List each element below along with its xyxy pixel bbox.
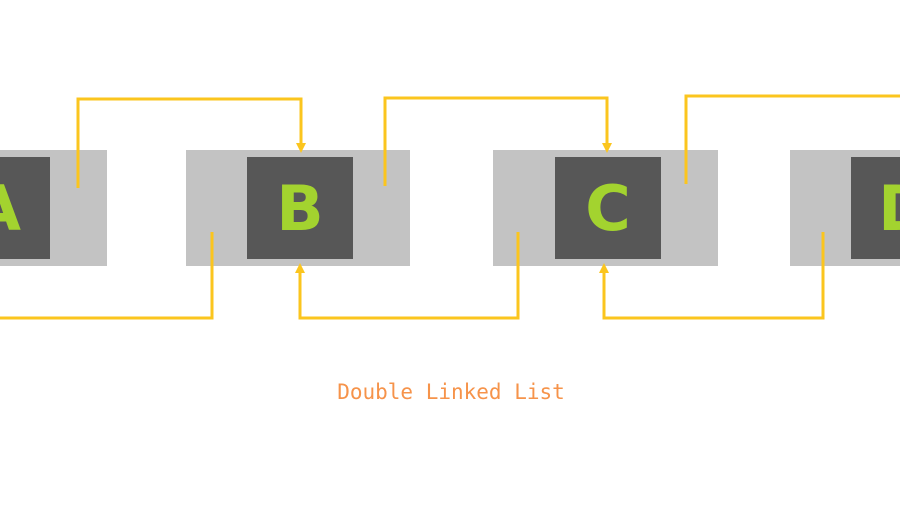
node-b: B [186,150,410,266]
node-b-value-box [247,157,353,259]
node-d-label: D [878,172,900,245]
node-a: A [0,150,107,266]
node-d: D [790,150,900,266]
next-pointer-c-to-d [684,94,900,184]
node-b-label: B [276,172,323,245]
node-c: C [493,150,718,266]
diagram-caption: Double Linked List [337,380,565,404]
prev-pointer-c-to-b [295,232,520,320]
node-a-value-box [0,157,50,259]
next-pointer-b-to-c [383,96,612,186]
node-c-label: C [585,172,631,245]
prev-pointer-d-to-c [599,232,825,320]
next-pointer-a-to-b [76,97,306,188]
prev-pointer-b-to-a [0,232,214,320]
node-c-value-box [555,157,661,259]
node-a-label: A [0,172,21,245]
node-d-value-box [851,157,900,259]
